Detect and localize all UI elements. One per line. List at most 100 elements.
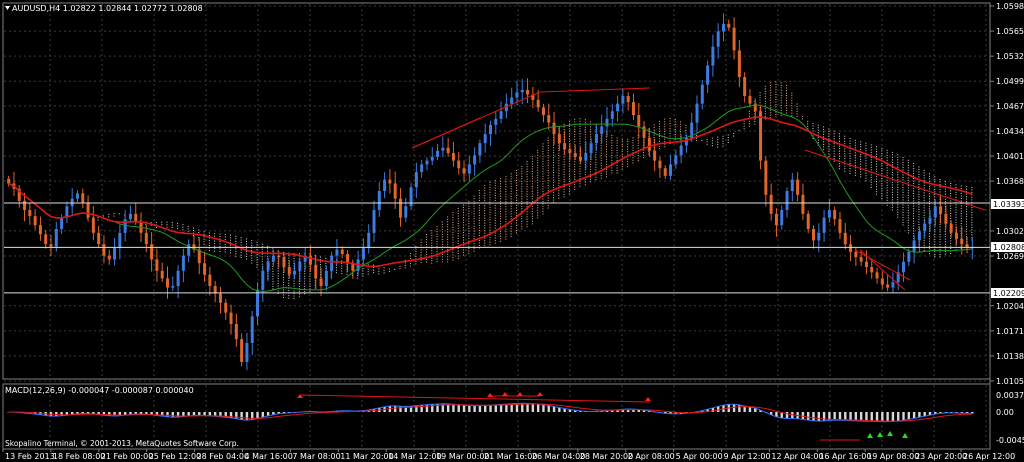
- candle-body[interactable]: [457, 160, 461, 169]
- candle-body[interactable]: [933, 206, 937, 218]
- candle-body[interactable]: [81, 193, 85, 203]
- candle-body[interactable]: [420, 164, 424, 173]
- candle-body[interactable]: [308, 255, 312, 265]
- candle-body[interactable]: [721, 23, 725, 32]
- candle-body[interactable]: [679, 145, 683, 156]
- candle-body[interactable]: [134, 213, 138, 222]
- macd-trend-line[interactable]: [299, 394, 651, 403]
- candle-body[interactable]: [113, 248, 117, 260]
- candle-body[interactable]: [266, 261, 270, 271]
- candle-body[interactable]: [923, 223, 927, 232]
- candle-body[interactable]: [128, 213, 132, 220]
- candle-body[interactable]: [203, 263, 207, 275]
- candle-body[interactable]: [780, 210, 784, 226]
- candle-body[interactable]: [637, 115, 641, 127]
- candle-body[interactable]: [658, 160, 662, 169]
- candle-body[interactable]: [727, 23, 731, 28]
- candle-body[interactable]: [626, 96, 630, 103]
- candle-body[interactable]: [155, 259, 159, 271]
- candle-body[interactable]: [451, 153, 455, 161]
- candle-body[interactable]: [838, 219, 842, 233]
- candle-body[interactable]: [880, 278, 884, 285]
- candle-body[interactable]: [557, 134, 561, 144]
- candle-body[interactable]: [616, 103, 620, 112]
- candle-body[interactable]: [822, 217, 826, 233]
- candle-body[interactable]: [256, 289, 260, 317]
- candle-body[interactable]: [796, 179, 800, 195]
- candle-body[interactable]: [700, 84, 704, 104]
- candle-body[interactable]: [510, 97, 514, 104]
- candle-body[interactable]: [774, 213, 778, 226]
- candle-body[interactable]: [123, 219, 127, 233]
- candle-body[interactable]: [621, 96, 625, 104]
- candle-body[interactable]: [478, 143, 482, 156]
- candle-body[interactable]: [213, 286, 217, 294]
- candle-body[interactable]: [864, 261, 868, 268]
- candle-body[interactable]: [896, 272, 900, 283]
- candle-body[interactable]: [600, 126, 604, 135]
- candle-body[interactable]: [65, 206, 69, 218]
- candle-body[interactable]: [17, 188, 21, 201]
- trend-line[interactable]: [411, 117, 481, 149]
- candle-body[interactable]: [584, 153, 588, 161]
- candle-body[interactable]: [716, 31, 720, 47]
- candle-body[interactable]: [282, 257, 286, 268]
- candle-body[interactable]: [653, 150, 657, 161]
- candle-body[interactable]: [854, 251, 858, 258]
- candle-body[interactable]: [605, 118, 609, 127]
- candle-body[interactable]: [102, 244, 106, 256]
- candle-body[interactable]: [785, 191, 789, 211]
- candle-body[interactable]: [60, 217, 64, 230]
- candle-body[interactable]: [801, 194, 805, 214]
- candle-body[interactable]: [515, 92, 519, 98]
- candle-body[interactable]: [954, 232, 958, 239]
- candle-body[interactable]: [271, 255, 275, 262]
- candle-body[interactable]: [7, 178, 11, 184]
- candle-body[interactable]: [23, 200, 27, 211]
- candle-body[interactable]: [589, 143, 593, 154]
- candle-body[interactable]: [610, 111, 614, 119]
- candle-body[interactable]: [631, 102, 635, 116]
- candle-body[interactable]: [849, 244, 853, 252]
- candle-body[interactable]: [261, 270, 265, 290]
- candle-body[interactable]: [330, 255, 334, 271]
- candles[interactable]: [7, 13, 974, 371]
- trend-line[interactable]: [539, 87, 651, 93]
- candle-body[interactable]: [965, 244, 969, 249]
- candle-body[interactable]: [573, 153, 577, 157]
- candle-body[interactable]: [388, 179, 392, 184]
- candle-body[interactable]: [324, 270, 328, 287]
- candle-body[interactable]: [398, 198, 402, 218]
- candle-body[interactable]: [843, 232, 847, 245]
- candle-body[interactable]: [86, 202, 90, 218]
- candle-body[interactable]: [436, 150, 440, 157]
- candle-body[interactable]: [97, 232, 101, 245]
- candle-body[interactable]: [594, 134, 598, 144]
- candle-body[interactable]: [293, 270, 297, 275]
- trend-lines[interactable]: [411, 87, 986, 291]
- candle-body[interactable]: [192, 244, 196, 250]
- candle-body[interactable]: [806, 213, 810, 230]
- candle-body[interactable]: [748, 96, 752, 104]
- candle-body[interactable]: [367, 232, 371, 249]
- candle-body[interactable]: [489, 124, 492, 135]
- candle-body[interactable]: [144, 232, 148, 245]
- candle-body[interactable]: [547, 115, 551, 123]
- candle-body[interactable]: [160, 270, 164, 279]
- candle-body[interactable]: [430, 156, 434, 161]
- candle-body[interactable]: [504, 103, 508, 112]
- candle-body[interactable]: [743, 77, 747, 97]
- candle-body[interactable]: [208, 274, 212, 287]
- candle-body[interactable]: [669, 164, 673, 176]
- candle-body[interactable]: [303, 255, 307, 262]
- candle-body[interactable]: [790, 179, 794, 192]
- candle-body[interactable]: [647, 137, 651, 151]
- trend-line[interactable]: [804, 149, 986, 211]
- candle-body[interactable]: [737, 50, 741, 78]
- candle-body[interactable]: [361, 248, 365, 260]
- candle-body[interactable]: [346, 254, 350, 264]
- candle-body[interactable]: [891, 282, 895, 288]
- candle-body[interactable]: [393, 183, 397, 199]
- candle-body[interactable]: [690, 122, 694, 138]
